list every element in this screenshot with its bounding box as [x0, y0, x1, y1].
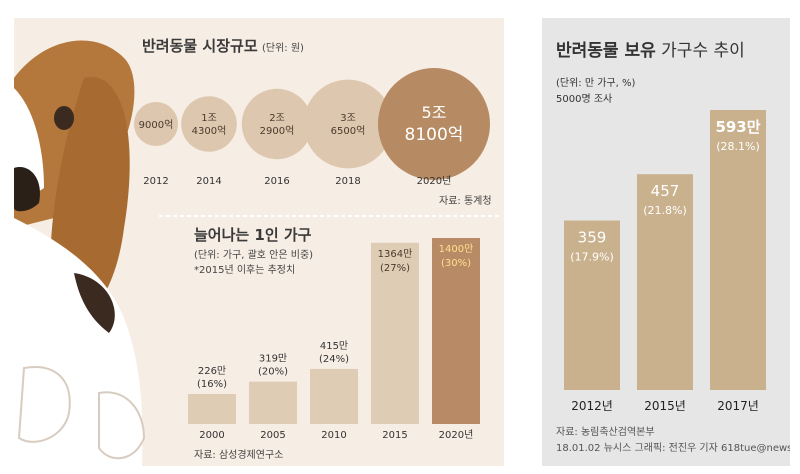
households-value-label: 226만	[198, 365, 226, 377]
households-title: 늘어나는 1인 가구	[194, 226, 312, 244]
pet-households-value-label: 359	[578, 228, 607, 246]
pet-households-title-normal: 가구수 추이	[656, 41, 745, 61]
households-pct-label: (16%)	[197, 379, 227, 390]
households-pct-label: (24%)	[319, 354, 349, 365]
households-source: 자료: 삼성경제연구소	[194, 448, 283, 461]
pet-households-value-label: 457	[651, 182, 680, 200]
households-pct-label: (20%)	[258, 367, 288, 378]
pet-households-value-label: 593만	[715, 118, 760, 136]
households-bar	[310, 368, 358, 424]
pet-households-year-label: 2015년	[644, 399, 686, 413]
households-unit: (단위: 가구, 괄호 안은 비중)	[194, 248, 313, 261]
pet-households-source: 자료: 농림축산검역본부	[556, 426, 655, 438]
market-bubble-label: 2900억	[260, 125, 295, 137]
households-bar	[188, 394, 236, 424]
households-bar	[249, 381, 297, 424]
pet-households-unit: (단위: 만 가구, %)	[556, 76, 635, 89]
market-year-label: 2014	[196, 176, 221, 187]
pet-households-title: 반려동물 보유 가구수 추이	[556, 41, 745, 61]
market-bubble-label: 3조	[340, 113, 356, 124]
market-size-unit: (단위: 원)	[262, 41, 304, 54]
dog-paw	[17, 366, 71, 443]
market-bubble	[241, 88, 313, 160]
market-year-label: 2012	[143, 176, 168, 187]
market-bubble-label: 6500억	[331, 125, 366, 137]
dog-chest-patch	[74, 273, 115, 333]
dog-nose	[14, 167, 40, 212]
households-year-label: 2000	[199, 430, 224, 441]
pet-households-sub: 5000명 조사	[556, 93, 612, 105]
market-bubble	[378, 68, 490, 180]
market-year-label: 2020년	[417, 175, 452, 187]
market-bubble-label: 8100억	[405, 125, 464, 145]
pet-households-year-label: 2012년	[571, 399, 613, 413]
market-bubble-label: 2조	[269, 113, 285, 124]
pet-households-pct-label: (28.1%)	[716, 140, 760, 153]
households-value-label: 319만	[259, 353, 287, 365]
dog-paw-right	[98, 391, 146, 460]
households-value-label: 415만	[320, 340, 348, 352]
pet-households-bar	[637, 174, 693, 390]
pet-households-bar	[564, 220, 620, 390]
households-value-label: 1400만	[439, 243, 474, 255]
dog-illustration	[14, 40, 146, 466]
pet-households-pct-label: (21.8%)	[643, 204, 687, 217]
market-size-source: 자료: 통계청	[439, 195, 492, 207]
market-year-label: 2016	[264, 176, 289, 187]
market-bubble	[181, 96, 237, 152]
pet-households-credit: 18.01.02 뉴시스 그래픽: 전진우 기자 618tue@newsis.c…	[556, 442, 790, 454]
market-year-label: 2018	[335, 176, 360, 187]
households-year-label: 2005	[260, 430, 285, 441]
households-year-label: 2010	[321, 430, 346, 441]
right-panel: 반려동물 보유 가구수 추이 (단위: 만 가구, %) 5000명 조사 35…	[542, 18, 790, 466]
households-pct-label: (27%)	[380, 263, 410, 274]
households-year-label: 2015	[382, 430, 407, 441]
pet-households-bars: 359 (17.9%) 2012년 457 (21.8%) 2015년 593만 (28.1%…	[564, 110, 766, 413]
households-bars: 226만 (16%) 2000 319만 (20%) 2005 415만 (24%) 2010 1…	[188, 238, 480, 441]
market-bubble-label: 4300억	[192, 125, 227, 137]
households-bar	[371, 242, 419, 424]
right-panel-graphic: 반려동물 보유 가구수 추이 (단위: 만 가구, %) 5000명 조사 35…	[556, 41, 790, 454]
market-bubble-label: 1조	[201, 113, 217, 124]
left-panel: 반려동물 시장규모 (단위: 원) 9000억 2012 1조 4300억 2014 2조…	[14, 18, 504, 466]
households-year-label: 2020년	[439, 429, 474, 441]
market-bubble	[134, 102, 178, 146]
market-bubble-label: 5조	[422, 103, 447, 122]
households-value-label: 1364만	[378, 248, 413, 260]
dog-eye	[54, 106, 74, 130]
pet-households-pct-label: (17.9%)	[570, 250, 614, 263]
market-size-title: 반려동물 시장규모	[142, 37, 258, 55]
market-bubble	[303, 79, 393, 169]
pet-households-year-label: 2017년	[717, 399, 759, 413]
pet-households-bar	[710, 110, 766, 390]
households-note: *2015년 이후는 추정치	[194, 264, 295, 276]
pet-households-title-bold: 반려동물 보유	[556, 41, 656, 61]
households-bar	[432, 238, 480, 424]
market-bubble-label: 9000억	[139, 119, 174, 131]
households-pct-label: (30%)	[441, 258, 471, 269]
